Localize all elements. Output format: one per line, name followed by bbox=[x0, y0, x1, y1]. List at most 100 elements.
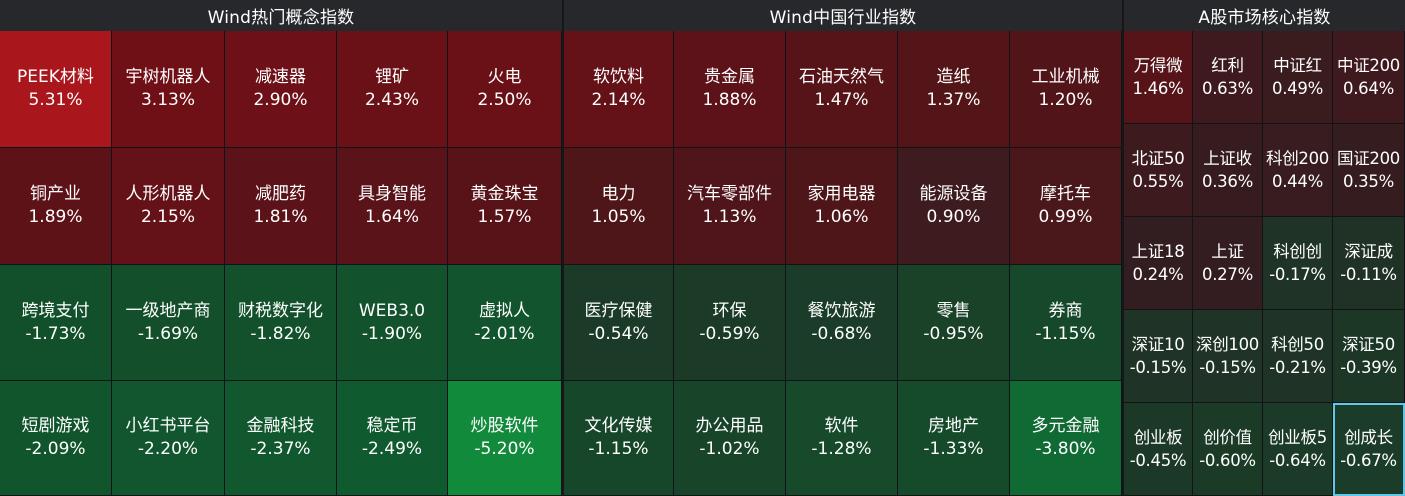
index-name: 中证200 bbox=[1337, 56, 1400, 75]
heatmap-cell[interactable]: 科创50 -0.21% bbox=[1263, 310, 1333, 403]
heatmap-cell[interactable]: 创业板 -0.45% bbox=[1124, 403, 1193, 496]
panel-divider bbox=[562, 0, 564, 496]
heatmap-cell[interactable]: 创价值 -0.60% bbox=[1193, 403, 1263, 496]
change-percent: -1.15% bbox=[1035, 323, 1096, 344]
change-percent: -2.20% bbox=[137, 439, 199, 459]
heatmap-cell[interactable]: 软件 -1.28% bbox=[786, 381, 898, 496]
change-percent: -0.60% bbox=[1199, 451, 1256, 470]
index-name: 科创创 bbox=[1273, 242, 1322, 261]
heatmap-cell[interactable]: 上证 0.27% bbox=[1193, 217, 1263, 310]
heatmap-cell[interactable]: 贵金属 1.88% bbox=[674, 31, 786, 148]
heatmap-cell[interactable]: 深证50 -0.39% bbox=[1333, 310, 1405, 403]
heatmap-cell[interactable]: 国证200 0.35% bbox=[1333, 124, 1405, 217]
heatmap-cell[interactable]: 文化传媒 -1.15% bbox=[564, 381, 674, 496]
heatmap-cell[interactable]: 券商 -1.15% bbox=[1010, 265, 1122, 381]
index-name: 医疗保健 bbox=[584, 300, 653, 321]
heatmap-cell[interactable]: 造纸 1.37% bbox=[898, 31, 1010, 148]
index-name: 上证18 bbox=[1131, 242, 1185, 261]
change-percent: -1.73% bbox=[25, 323, 86, 344]
change-percent: 0.63% bbox=[1202, 79, 1253, 98]
heatmap-cell[interactable]: 能源设备 0.90% bbox=[898, 148, 1010, 265]
heatmap-cell[interactable]: 具身智能 1.64% bbox=[337, 148, 448, 265]
heatmap-cell[interactable]: 小红书平台 -2.20% bbox=[112, 381, 225, 496]
change-percent: 1.81% bbox=[253, 207, 308, 227]
heatmap-cell[interactable]: 减肥药 1.81% bbox=[225, 148, 337, 265]
index-name: 万得微 bbox=[1133, 56, 1183, 75]
index-name: 红利 bbox=[1211, 56, 1244, 75]
index-name: 科创50 bbox=[1271, 335, 1324, 354]
index-name: 上证收 bbox=[1203, 149, 1252, 168]
index-name: 深证50 bbox=[1342, 335, 1395, 354]
heatmap-cell[interactable]: 摩托车 0.99% bbox=[1010, 148, 1122, 265]
change-percent: 1.46% bbox=[1132, 79, 1184, 98]
index-name: 造纸 bbox=[936, 67, 971, 87]
change-percent: -1.33% bbox=[923, 439, 984, 459]
index-name: 减速器 bbox=[255, 67, 306, 87]
heatmap-cell[interactable]: 医疗保健 -0.54% bbox=[564, 265, 674, 381]
heatmap-cell[interactable]: 火电 2.50% bbox=[448, 31, 562, 148]
index-name: 北证50 bbox=[1131, 149, 1185, 168]
heatmap-cell[interactable]: 虚拟人 -2.01% bbox=[448, 265, 562, 381]
heatmap-cell[interactable]: 人形机器人 2.15% bbox=[112, 148, 225, 265]
heatmap-cell[interactable]: 科创200 0.44% bbox=[1263, 124, 1333, 217]
heatmap-cell[interactable]: PEEK材料 5.31% bbox=[0, 31, 112, 148]
heatmap-cell[interactable]: 万得微 1.46% bbox=[1124, 31, 1193, 124]
change-percent: 0.44% bbox=[1272, 172, 1323, 191]
index-name: 贵金属 bbox=[704, 67, 755, 87]
index-name: 国证200 bbox=[1337, 149, 1400, 168]
heatmap-cell[interactable]: 炒股软件 -5.20% bbox=[448, 381, 562, 496]
heatmap-cell[interactable]: 环保 -0.59% bbox=[674, 265, 786, 381]
heatmap-cell[interactable]: WEB3.0 -1.90% bbox=[337, 265, 448, 381]
heatmap-cell[interactable]: 深证成 -0.11% bbox=[1333, 217, 1405, 310]
change-percent: 0.55% bbox=[1132, 172, 1184, 191]
heatmap-cell[interactable]: 北证50 0.55% bbox=[1124, 124, 1193, 217]
heatmap-cell[interactable]: 零售 -0.95% bbox=[898, 265, 1010, 381]
heatmap-cell[interactable]: 上证收 0.36% bbox=[1193, 124, 1263, 217]
heatmap-cell[interactable]: 石油天然气 1.47% bbox=[786, 31, 898, 148]
heatmap-cell[interactable]: 汽车零部件 1.13% bbox=[674, 148, 786, 265]
heatmap-cell[interactable]: 减速器 2.90% bbox=[225, 31, 337, 148]
heatmap-cell[interactable]: 锂矿 2.43% bbox=[337, 31, 448, 148]
change-percent: -1.15% bbox=[588, 439, 649, 459]
index-name: 文化传媒 bbox=[584, 416, 653, 436]
heatmap-cell[interactable]: 金融科技 -2.37% bbox=[225, 381, 337, 496]
heatmap-cell[interactable]: 工业机械 1.20% bbox=[1010, 31, 1122, 148]
heatmap-cell[interactable]: 一级地产商 -1.69% bbox=[112, 265, 225, 381]
heatmap-cell[interactable]: 软饮料 2.14% bbox=[564, 31, 674, 148]
panel-industry-indices: Wind中国行业指数 软饮料 2.14% 贵金属 1.88% 石油天然气 1.47% 造纸 1… bbox=[564, 0, 1122, 496]
change-percent: -0.11% bbox=[1340, 265, 1397, 284]
heatmap-cell[interactable]: 科创创 -0.17% bbox=[1263, 217, 1333, 310]
change-percent: -0.17% bbox=[1269, 265, 1326, 284]
heatmap-cell[interactable]: 创成长 -0.67% bbox=[1333, 403, 1405, 496]
heatmap-cell[interactable]: 中证200 0.64% bbox=[1333, 31, 1405, 124]
heatmap-cell[interactable]: 房地产 -1.33% bbox=[898, 381, 1010, 496]
change-percent: -0.67% bbox=[1340, 451, 1397, 470]
heatmap-cell[interactable]: 创业板5 -0.64% bbox=[1263, 403, 1333, 496]
index-name: 创成长 bbox=[1344, 428, 1393, 447]
heatmap-cell[interactable]: 餐饮旅游 -0.68% bbox=[786, 265, 898, 381]
index-name: 券商 bbox=[1048, 300, 1083, 321]
heatmap-cell[interactable]: 电力 1.05% bbox=[564, 148, 674, 265]
heatmap-cell[interactable]: 深证10 -0.15% bbox=[1124, 310, 1193, 403]
change-percent: 2.90% bbox=[253, 90, 308, 110]
index-name: 房地产 bbox=[928, 416, 979, 436]
change-percent: -0.68% bbox=[811, 323, 872, 344]
change-percent: 0.27% bbox=[1202, 265, 1253, 284]
heatmap-cell[interactable]: 多元金融 -3.80% bbox=[1010, 381, 1122, 496]
heatmap-cell[interactable]: 家用电器 1.06% bbox=[786, 148, 898, 265]
heatmap-cell[interactable]: 稳定币 -2.49% bbox=[337, 381, 448, 496]
heatmap-cell[interactable]: 财税数字化 -1.82% bbox=[225, 265, 337, 381]
index-name: 餐饮旅游 bbox=[807, 300, 876, 321]
heatmap-cell[interactable]: 上证18 0.24% bbox=[1124, 217, 1193, 310]
heatmap-cell[interactable]: 深创100 -0.15% bbox=[1193, 310, 1263, 403]
heatmap-cell[interactable]: 宇树机器人 3.13% bbox=[112, 31, 225, 148]
heatmap-cell[interactable]: 跨境支付 -1.73% bbox=[0, 265, 112, 381]
heatmap-cell[interactable]: 办公用品 -1.02% bbox=[674, 381, 786, 496]
heatmap-cell[interactable]: 短剧游戏 -2.09% bbox=[0, 381, 112, 496]
heatmap-cell[interactable]: 红利 0.63% bbox=[1193, 31, 1263, 124]
heatmap-cell[interactable]: 中证红 0.49% bbox=[1263, 31, 1333, 124]
heatmap-cell[interactable]: 铜产业 1.89% bbox=[0, 148, 112, 265]
index-name: 创价值 bbox=[1203, 428, 1252, 447]
heatmap-cell[interactable]: 黄金珠宝 1.57% bbox=[448, 148, 562, 265]
index-name: 跨境支付 bbox=[21, 300, 90, 321]
